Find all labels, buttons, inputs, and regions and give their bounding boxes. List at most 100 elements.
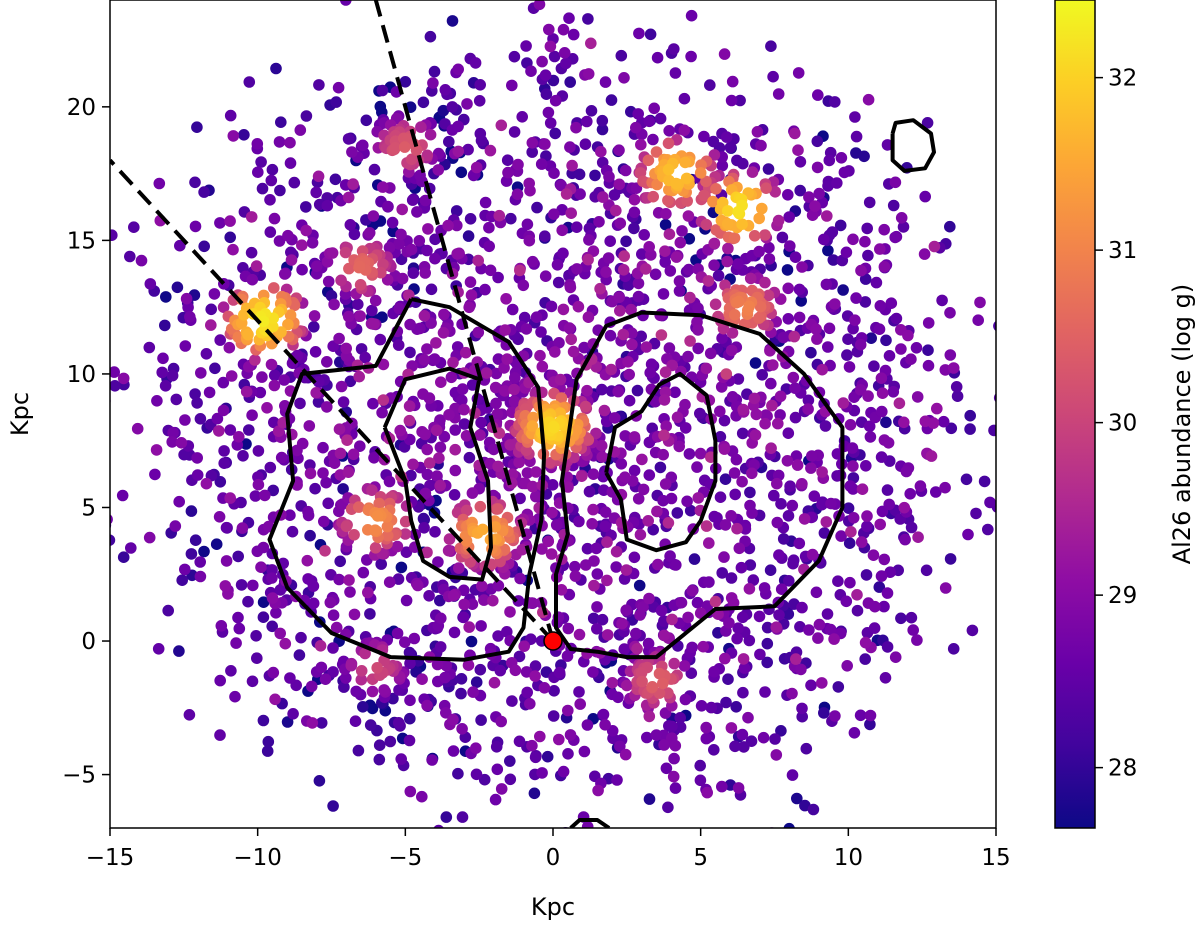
scatter-point [135,254,148,267]
scatter-point [811,333,823,345]
scatter-point [392,573,405,585]
scatter-point [898,416,910,429]
colorbar-tick-label: 28 [1108,756,1137,782]
scatter-point [508,126,521,138]
scatter-point [616,617,628,630]
scatter-point [754,648,766,661]
scatter-point [882,437,895,449]
scatter-point [841,349,853,361]
scatter-point [494,664,507,677]
scatter-point [526,255,539,268]
scatter-point [266,620,279,633]
scatter-point [835,530,847,542]
scatter-point [349,715,362,727]
scatter-point [555,392,568,404]
scatter-point [647,190,659,203]
scatter-point [760,182,772,194]
scatter-point [597,708,610,721]
scatter-point [649,268,662,281]
scatter-point [642,637,655,650]
scatter-point [649,395,662,408]
scatter-point [521,686,533,699]
colorbar-gradient [1055,0,1095,828]
scatter-point [685,9,698,22]
scatter-point [205,303,217,316]
scatter-point [558,47,571,59]
scatter-point [619,471,631,484]
scatter-point [404,657,416,670]
scatter-point [591,568,604,580]
scatter-point [737,686,749,699]
scatter-point [787,557,799,570]
scatter-point [396,272,409,285]
scatter-point [548,421,560,434]
scatter-point [447,356,459,369]
scatter-point [905,521,918,534]
scatter-point [663,125,675,137]
scatter-point [792,144,804,156]
scatter-point [38,511,50,523]
scatter-point [674,712,686,724]
scatter-point [224,424,237,436]
scatter-point [295,631,307,644]
scatter-point [858,150,870,163]
scatter-point [432,164,445,176]
scatter-point [315,717,328,729]
scatter-point [357,139,369,152]
scatter-point [376,406,388,419]
scatter-point [626,327,638,340]
contour-line [382,366,493,582]
scatter-point [191,397,203,409]
scatter-point [761,621,774,634]
scatter-point [333,423,346,436]
x-axis-label: Kpc [531,893,575,921]
scatter-point [612,385,624,398]
scatter-point [761,656,773,669]
scatter-point [772,214,785,227]
scatter-point [476,580,488,592]
scatter-point [185,548,198,560]
scatter-point [214,674,226,687]
scatter-point [428,65,441,78]
scatter-point [304,459,316,471]
scatter-point [426,754,438,766]
scatter-point [619,430,631,442]
scatter-point [513,650,526,663]
scatter-point [563,12,575,24]
scatter-point [714,491,727,504]
scatter-point [448,489,461,501]
scatter-point [451,341,464,353]
scatter-point [548,50,561,63]
scatter-point [536,360,549,373]
scatter-point [453,562,465,574]
scatter-point [592,784,604,797]
scatter-point [419,487,432,500]
scatter-point [798,513,811,525]
scatter-point [367,210,380,222]
scatter-point [189,176,201,189]
scatter-point [818,527,831,539]
scatter-point [595,145,607,158]
scatter-point [722,205,734,217]
scatter-point [255,561,267,573]
scatter-point [438,430,451,443]
scatter-point [736,611,749,624]
scatter-point [433,452,445,464]
scatter-point [643,241,655,253]
scatter-point [373,497,386,510]
scatter-point [232,611,244,624]
scatter-point [539,69,552,81]
scatter-point [721,218,734,230]
scatter-point [768,489,780,502]
scatter-point [393,238,405,250]
scatter-point [456,394,468,407]
scatter-point [875,570,888,582]
scatter-point [417,512,430,525]
scatter-point [464,556,477,568]
scatter-point [302,509,315,522]
scatter-point [340,520,353,533]
scatter-point [791,792,803,805]
scatter-point [928,240,941,253]
scatter-point [449,443,462,456]
scatter-point [614,740,626,753]
